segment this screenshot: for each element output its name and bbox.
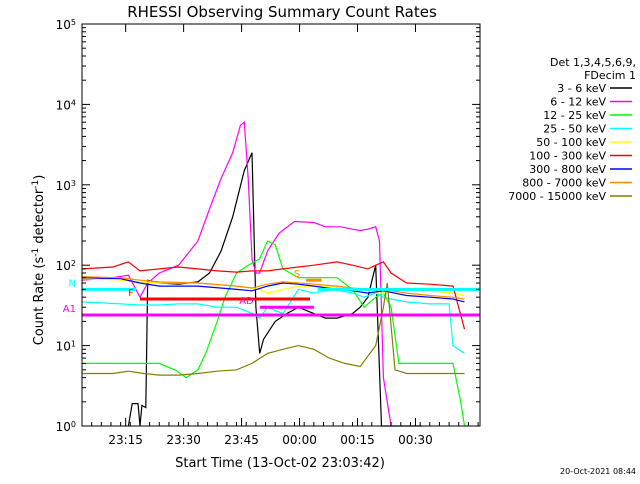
y-tick-label-4: 104 [56,98,76,113]
y-tick-label-3: 103 [56,178,76,193]
legend-header-1: FDecim 1 [584,69,636,82]
y-axis-label: Count Rate (s-1 detector-1) [31,175,47,346]
legend-header-0: Det 1,3,4,5,6,9, [550,56,636,69]
x-tick-label-5: 00:30 [398,433,433,447]
x-axis-label: Start Time (13-Oct-02 23:03:42) [175,456,385,471]
flag-label-n: N [69,278,76,289]
chart-title: RHESSI Observing Summary Count Rates [127,3,437,21]
series-line-9 [82,282,465,376]
y-tick-label-5: 105 [56,18,76,33]
flag-label-f: F [128,288,134,299]
x-tick-label-1: 23:30 [166,433,201,447]
legend-label-1: 3 - 6 keV [557,82,606,95]
flag-label-a1: A1 [63,304,76,315]
x-tick-label-0: 23:15 [108,433,143,447]
legend-label-2: 6 - 12 keV [550,96,606,109]
x-tick-label-4: 00:15 [340,433,375,447]
svg-text:Count Rate (s-1 detector-1): Count Rate (s-1 detector-1) [31,175,47,346]
flag-label-s: S [294,269,300,280]
x-tick-label-2: 23:45 [224,433,259,447]
legend-label-6: 100 - 300 keV [529,150,606,163]
y-tick-label-0: 100 [56,420,76,435]
plot-area [82,24,480,426]
plot-frame [81,23,481,427]
y-tick-label-1: 101 [56,339,76,354]
legend-label-9: 7000 - 15000 keV [508,190,606,203]
series-line-3 [82,240,466,427]
legend-label-7: 300 - 800 keV [529,163,606,176]
timestamp: 20-Oct-2021 08:44 [560,467,636,476]
legend-label-3: 12 - 25 keV [543,109,606,122]
legend-label-5: 50 - 100 keV [536,136,606,149]
legend-label-4: 25 - 50 keV [543,123,606,136]
series-line-4 [81,288,465,354]
y-tick-label-2: 102 [56,259,76,274]
series-line-2 [81,121,392,427]
series-line-8 [81,276,465,300]
x-tick-label-3: 00:00 [282,433,317,447]
series-line-1 [127,152,422,427]
series-line-6 [81,261,466,330]
legend-label-8: 800 - 7000 keV [522,177,606,190]
series-line-7 [81,277,465,303]
flag-label-ad: AD [239,296,254,307]
